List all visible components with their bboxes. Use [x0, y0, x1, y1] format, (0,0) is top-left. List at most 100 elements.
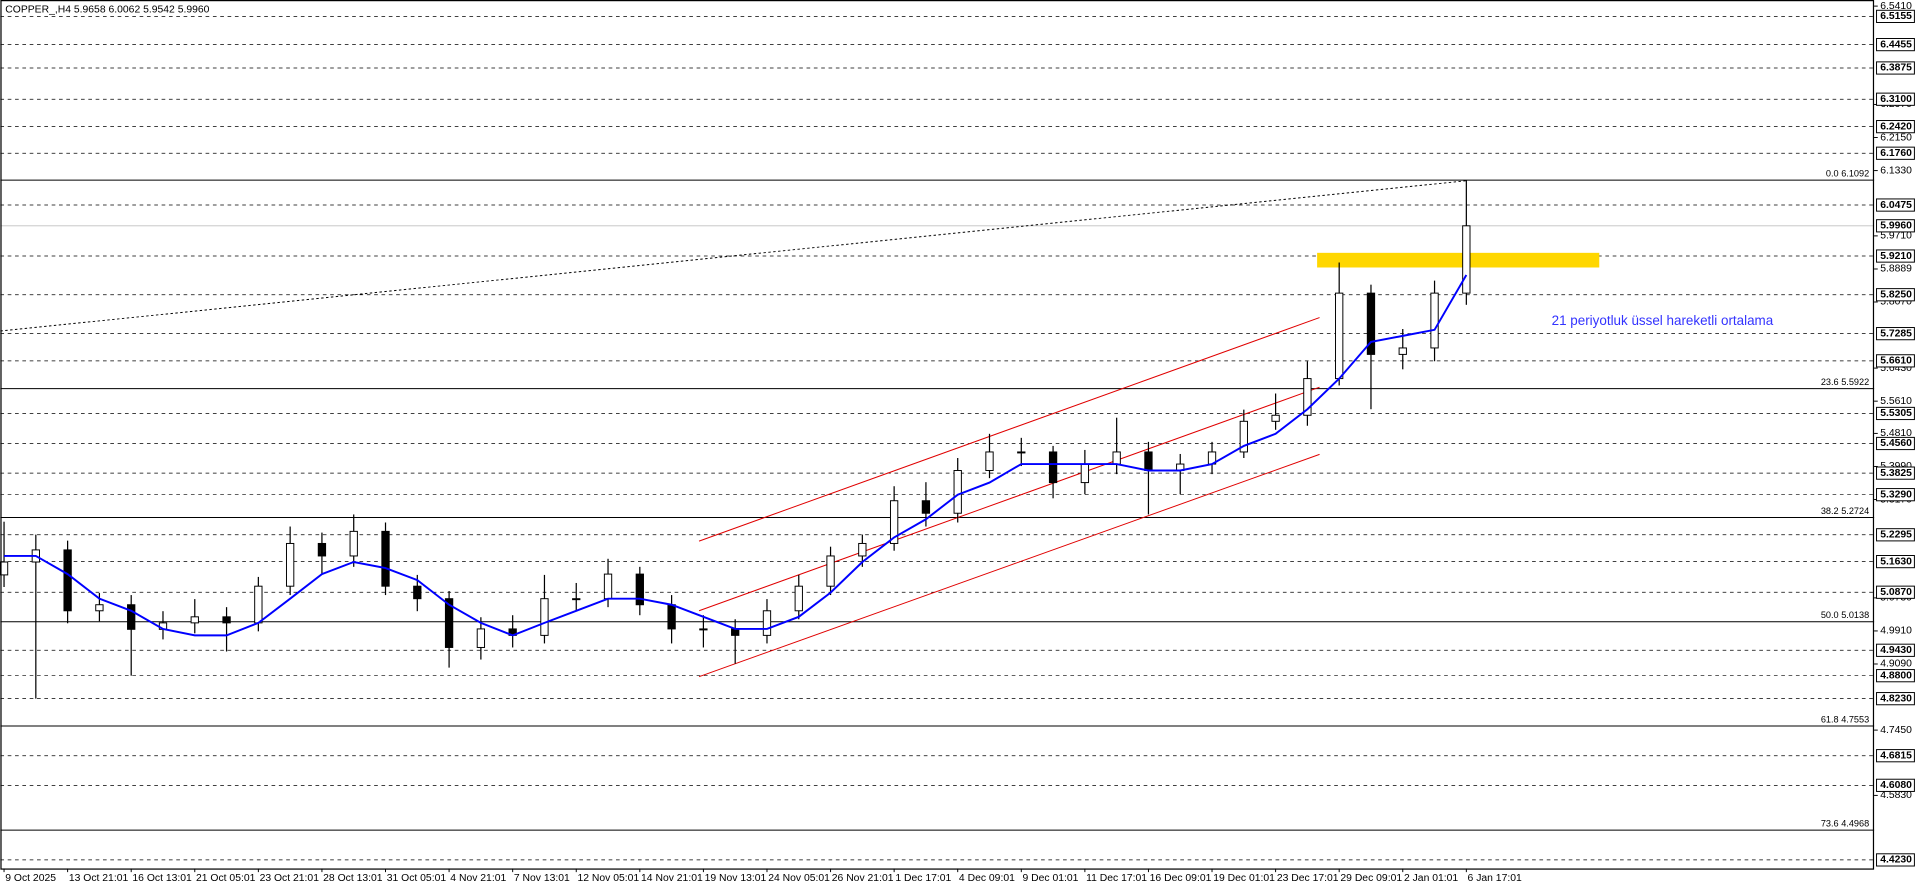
- candle-body: [127, 604, 136, 630]
- level-box: [1876, 692, 1915, 706]
- y-tick-label: 5.8070: [1880, 297, 1912, 308]
- level-box: [1876, 406, 1915, 421]
- candle-body: [953, 470, 962, 514]
- level-label: 4.6080: [1880, 780, 1912, 791]
- x-tick-label: 23 Oct 21:01: [260, 873, 320, 884]
- candle-body: [1144, 451, 1153, 471]
- level-box: [1876, 669, 1915, 683]
- price-axis: 6.54106.29706.21506.13305.97105.88895.80…: [3, 1, 1915, 884]
- candle-body: [699, 628, 708, 631]
- x-tick-label: 6 Jan 17:01: [1468, 873, 1522, 884]
- candle-body: [667, 604, 676, 630]
- candle-body: [921, 500, 931, 514]
- x-tick-label: 19 Nov 13:01: [705, 873, 767, 884]
- fib-label: 61.8 4.7553: [1821, 714, 1869, 724]
- fib-label: 50.0 5.0138: [1821, 610, 1869, 620]
- level-box: [1876, 778, 1915, 792]
- level-label: 4.4230: [1880, 855, 1912, 866]
- x-tick-label: 12 Nov 05:01: [577, 873, 639, 884]
- candle-body: [1398, 347, 1407, 355]
- support-zone: [1317, 252, 1600, 268]
- x-tick-label: 29 Dec 09:01: [1340, 873, 1402, 884]
- x-tick-label: 24 Nov 05:01: [768, 873, 830, 884]
- level-box: [1876, 466, 1915, 480]
- x-tick-label: 2 Jan 01:01: [1404, 873, 1458, 884]
- x-tick-label: 19 Dec 01:01: [1213, 873, 1275, 884]
- level-label: 5.7285: [1880, 328, 1912, 339]
- level-box: [1876, 288, 1915, 302]
- level-label: 5.3290: [1880, 489, 1912, 500]
- candle-body: [572, 598, 581, 601]
- candle-body: [985, 451, 994, 471]
- y-tick-label: 6.1330: [1880, 165, 1912, 176]
- candle-body: [1017, 451, 1026, 454]
- level-box: [1876, 9, 1915, 23]
- level-label: 6.3100: [1880, 94, 1912, 105]
- x-tick-label: 9 Oct 2025: [5, 873, 56, 884]
- candle-body: [1239, 420, 1248, 453]
- level-box: [1876, 436, 1915, 451]
- trendline: [0, 180, 1467, 332]
- level-label: 4.8230: [1880, 693, 1912, 704]
- channel-lower: [698, 453, 1320, 678]
- level-label: 5.1630: [1880, 556, 1912, 567]
- candle-body: [794, 585, 803, 612]
- candle-body: [285, 542, 295, 587]
- level-box: [1876, 749, 1915, 763]
- level-box: [1876, 643, 1915, 657]
- candle-body: [603, 573, 613, 600]
- candle-body: [540, 598, 549, 636]
- plot-frame: [0, 0, 1875, 870]
- x-tick-label: 4 Dec 09:01: [959, 873, 1015, 884]
- candle-body: [858, 542, 867, 557]
- current-price-label: 5.9960: [1880, 221, 1912, 232]
- annotation: 21 periyotluk üssel hareketli ortalama: [1552, 313, 1774, 328]
- y-tick-label: 4.7450: [1880, 725, 1912, 736]
- level-label: 4.9430: [1880, 645, 1912, 656]
- level-box: [1876, 146, 1915, 160]
- level-box: [1876, 38, 1915, 52]
- level-label: 5.5305: [1880, 408, 1912, 419]
- channel-upper: [698, 317, 1320, 542]
- y-tick-label: 6.2150: [1880, 132, 1912, 143]
- candle-body: [95, 604, 104, 612]
- level-label: 6.3875: [1880, 63, 1912, 74]
- x-tick-label: 7 Nov 13:01: [514, 873, 570, 884]
- x-tick-label: 11 Dec 17:01: [1086, 873, 1147, 884]
- level-box: [1876, 528, 1915, 542]
- level-label: 6.2420: [1880, 121, 1912, 132]
- y-tick-label: 6.5410: [1880, 1, 1912, 12]
- fib-label: 38.2 5.2724: [1821, 506, 1869, 516]
- level-label: 5.9210: [1880, 251, 1912, 262]
- level-label: 4.8800: [1880, 670, 1912, 681]
- fib-label: 23.6 5.5922: [1821, 377, 1869, 387]
- candle-body: [1303, 378, 1312, 416]
- x-tick-label: 31 Oct 05:01: [387, 873, 447, 884]
- level-box: [1876, 585, 1915, 599]
- fib-label: 73.6 4.4968: [1821, 818, 1869, 828]
- level-box: [1876, 61, 1915, 75]
- candle-body: [635, 573, 644, 606]
- y-tick-label: 5.5610: [1880, 396, 1912, 407]
- level-label: 6.5155: [1880, 11, 1912, 22]
- level-label: 6.4455: [1880, 39, 1912, 50]
- y-tick-label: 5.8889: [1880, 264, 1912, 275]
- y-tick-label: 4.9910: [1880, 626, 1912, 637]
- x-tick-label: 9 Dec 01:01: [1023, 873, 1079, 884]
- current-price-box: [1876, 219, 1915, 233]
- x-tick-label: 1 Dec 17:01: [895, 873, 951, 884]
- level-box: [1876, 853, 1915, 867]
- candle-body: [222, 616, 231, 624]
- level-label: 5.8250: [1880, 289, 1912, 300]
- candle-body: [63, 549, 72, 612]
- x-tick-label: 23 Dec 17:01: [1277, 873, 1339, 884]
- levels: 0.0 6.1092 23.6 5.5922 38.2 5.2724 50.0 5.0…: [0, 16, 1875, 861]
- channel-middle: [698, 386, 1320, 612]
- candle-body: [1112, 451, 1121, 465]
- y-tick-label: 5.6430: [1880, 363, 1912, 374]
- level-label: 4.6815: [1880, 750, 1912, 761]
- fib-label: 0.0 6.1092: [1826, 168, 1869, 178]
- y-tick-label: 5.9710: [1880, 231, 1912, 242]
